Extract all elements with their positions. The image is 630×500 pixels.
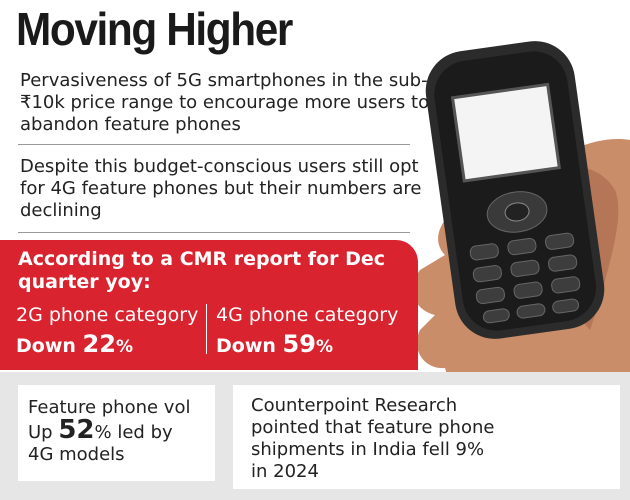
cmr-heading: According to a CMR report for Dec quarte… bbox=[18, 248, 385, 293]
value: 52 bbox=[58, 415, 95, 445]
line: Feature phone vol bbox=[28, 397, 191, 418]
info-card: Feature phone vol Up 52% led by 4G model… bbox=[18, 385, 215, 481]
unit: % bbox=[315, 337, 333, 357]
unit: % bbox=[115, 337, 133, 357]
line: Up 52% led by bbox=[28, 417, 215, 444]
separator bbox=[18, 232, 410, 233]
change: Down 59% bbox=[216, 330, 333, 358]
category-label: 4G phone category bbox=[216, 304, 399, 326]
card-text: Feature phone vol Up 52% led by 4G model… bbox=[18, 385, 215, 466]
change: Down 22% bbox=[16, 330, 133, 358]
info-card: Counterpoint Research pointed that featu… bbox=[233, 385, 620, 489]
rest: % led by bbox=[94, 422, 173, 443]
direction: Down bbox=[16, 335, 76, 357]
cmr-panel: According to a CMR report for Dec quarte… bbox=[0, 240, 418, 370]
value: 59 bbox=[282, 330, 316, 358]
separator bbox=[18, 144, 410, 145]
category-label: 2G phone category bbox=[16, 304, 199, 326]
title: Moving Higher bbox=[16, 3, 293, 55]
card-text: Counterpoint Research pointed that featu… bbox=[251, 395, 495, 482]
direction: Up bbox=[28, 422, 53, 443]
divider bbox=[206, 304, 207, 354]
direction: Down bbox=[216, 335, 276, 357]
line: 4G models bbox=[28, 444, 125, 465]
point: Despite this budget-conscious users stil… bbox=[20, 156, 422, 221]
value: 22 bbox=[82, 330, 116, 358]
point: Pervasiveness of 5G smartphones in the s… bbox=[20, 70, 430, 135]
